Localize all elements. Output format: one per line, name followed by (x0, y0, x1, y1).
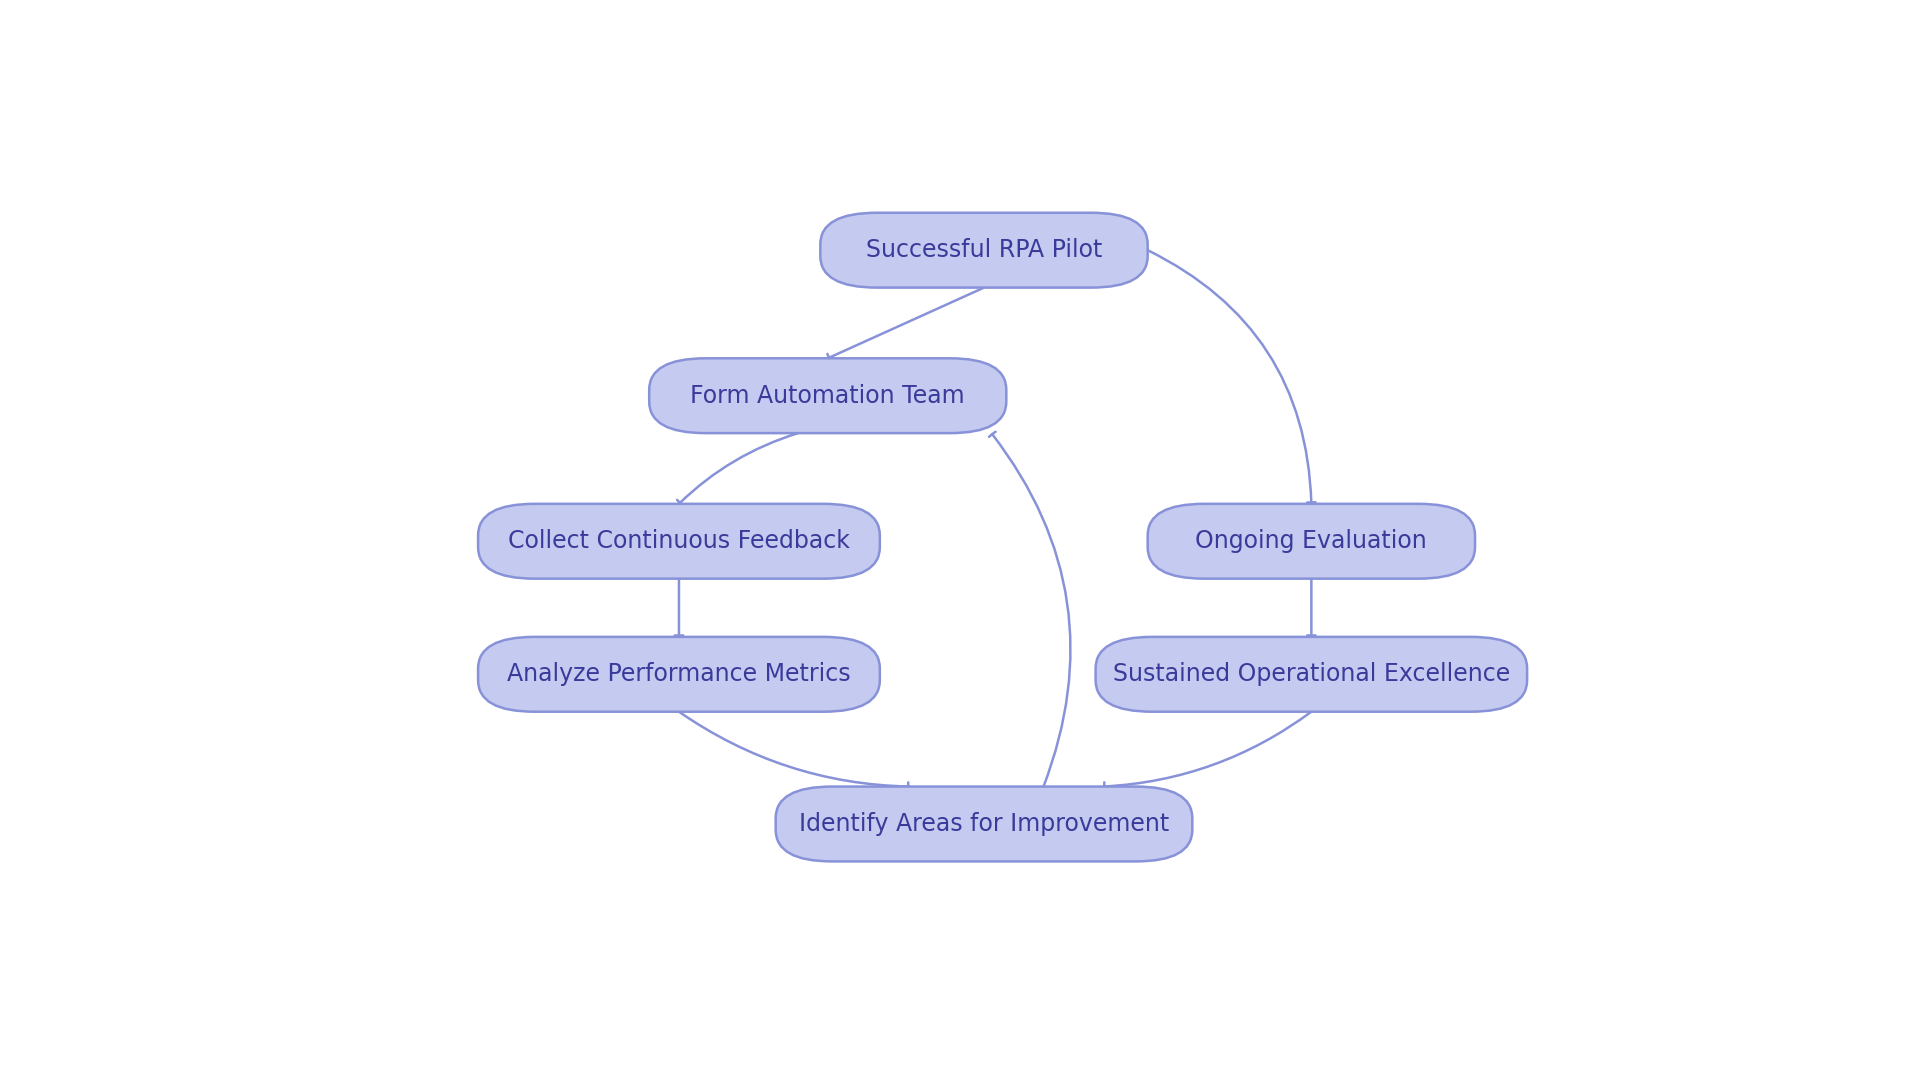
Text: Collect Continuous Feedback: Collect Continuous Feedback (509, 529, 851, 553)
FancyBboxPatch shape (1096, 637, 1526, 712)
Text: Form Automation Team: Form Automation Team (691, 383, 966, 408)
FancyBboxPatch shape (649, 359, 1006, 433)
FancyBboxPatch shape (776, 786, 1192, 862)
Text: Sustained Operational Excellence: Sustained Operational Excellence (1114, 662, 1509, 686)
FancyBboxPatch shape (820, 213, 1148, 287)
Text: Successful RPA Pilot: Successful RPA Pilot (866, 239, 1102, 262)
Text: Identify Areas for Improvement: Identify Areas for Improvement (799, 812, 1169, 836)
FancyBboxPatch shape (1148, 503, 1475, 579)
Text: Analyze Performance Metrics: Analyze Performance Metrics (507, 662, 851, 686)
FancyBboxPatch shape (478, 637, 879, 712)
Text: Ongoing Evaluation: Ongoing Evaluation (1196, 529, 1427, 553)
FancyBboxPatch shape (478, 503, 879, 579)
